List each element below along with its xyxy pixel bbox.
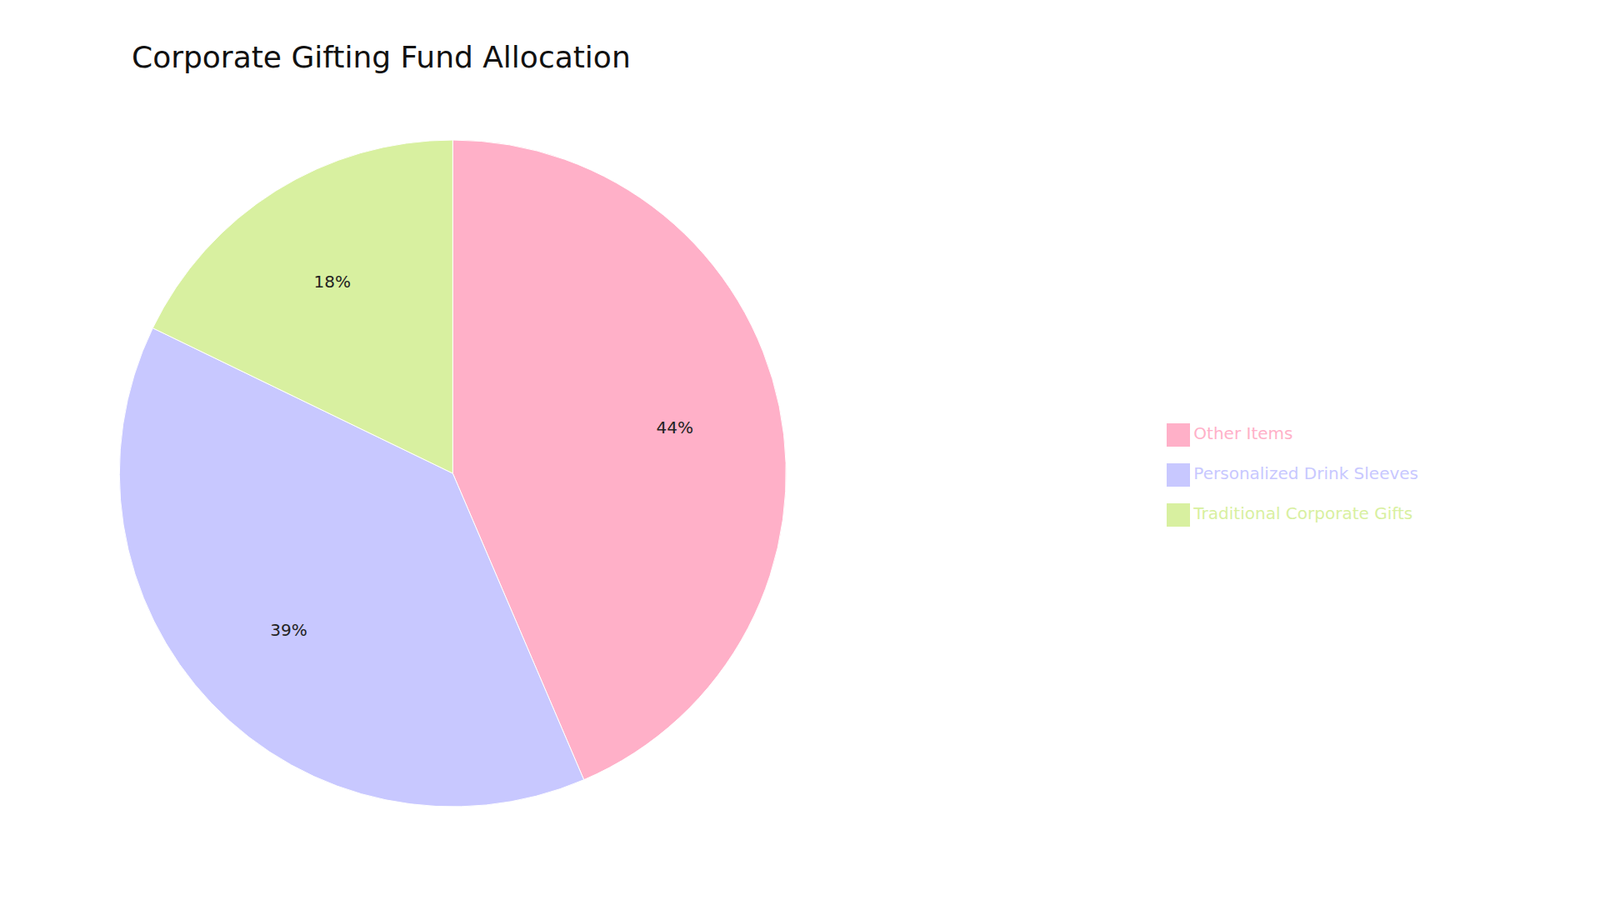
html-text:Personalized Drink Sleeves: Personalized Drink Sleeves — [1193, 463, 1419, 484]
html-text:Corporate Gifting Fund Allocat: Corporate Gifting Fund Allocation — [131, 40, 631, 75]
svg-text:39%: 39% — [270, 620, 307, 640]
html-text:Other Items: Other Items — [1193, 423, 1293, 444]
svg-text:44%: 44% — [656, 417, 694, 438]
html-text:Traditional Corporate Gifts: Traditional Corporate Gifts — [1193, 503, 1413, 524]
svg-text:18%: 18% — [314, 271, 351, 292]
